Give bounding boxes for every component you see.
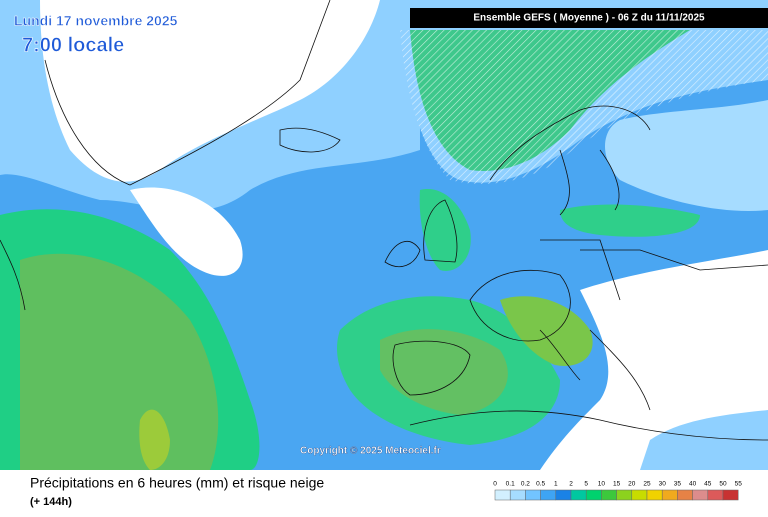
- model-info: Ensemble GEFS ( Moyenne ) - 06 Z du 11/1…: [473, 13, 705, 24]
- legend-label: 0.2: [521, 481, 530, 488]
- legend-swatch: [570, 489, 587, 501]
- legend-label: 35: [674, 481, 682, 488]
- copyright: Copyright © 2025 Meteociel.fr: [300, 446, 441, 457]
- legend-swatch: [646, 489, 663, 501]
- legend-label: 50: [719, 481, 727, 488]
- forecast-date: Lundi 17 novembre 2025: [14, 13, 178, 29]
- legend-swatch: [661, 489, 678, 501]
- legend-swatch: [677, 489, 693, 501]
- legend-label: 2: [569, 481, 573, 488]
- legend-swatch: [692, 489, 709, 501]
- legend-label: 40: [689, 481, 697, 488]
- legend-swatch: [722, 489, 739, 501]
- legend-label: 1: [554, 481, 558, 488]
- legend-swatch: [509, 489, 526, 501]
- legend-label: 45: [704, 481, 712, 488]
- legend-swatch: [555, 489, 572, 501]
- legend-label: 15: [613, 481, 621, 488]
- legend-label: 20: [628, 481, 636, 488]
- legend-label: 55: [735, 481, 743, 488]
- forecast-time: 7:00 locale: [22, 34, 124, 56]
- legend-label: 30: [659, 481, 667, 488]
- legend-label: 0.5: [536, 481, 545, 488]
- map-title: Précipitations en 6 heures (mm) et risqu…: [30, 475, 324, 491]
- legend-swatch: [540, 489, 557, 501]
- map: Ensemble GEFS ( Moyenne ) - 06 Z du 11/1…: [0, 0, 768, 471]
- legend-label: 0: [493, 481, 497, 488]
- legend-label: 25: [643, 481, 651, 488]
- legend-label: 0.1: [506, 481, 515, 488]
- legend-label: 5: [584, 481, 588, 488]
- legend-swatch: [631, 489, 648, 501]
- forecast-lead: (+ 144h): [30, 496, 72, 508]
- legend-swatch: [494, 489, 511, 501]
- color-legend: 0 0.1 0.2 0.5 1 2 5 10 15 20 25 30 35 40 45 50 55: [493, 481, 743, 501]
- legend-swatch: [707, 489, 724, 501]
- legend-swatch: [585, 489, 602, 501]
- legend-swatch: [616, 489, 633, 501]
- legend-label: 10: [598, 481, 606, 488]
- legend-swatch: [601, 489, 617, 501]
- legend-swatch: [525, 489, 541, 501]
